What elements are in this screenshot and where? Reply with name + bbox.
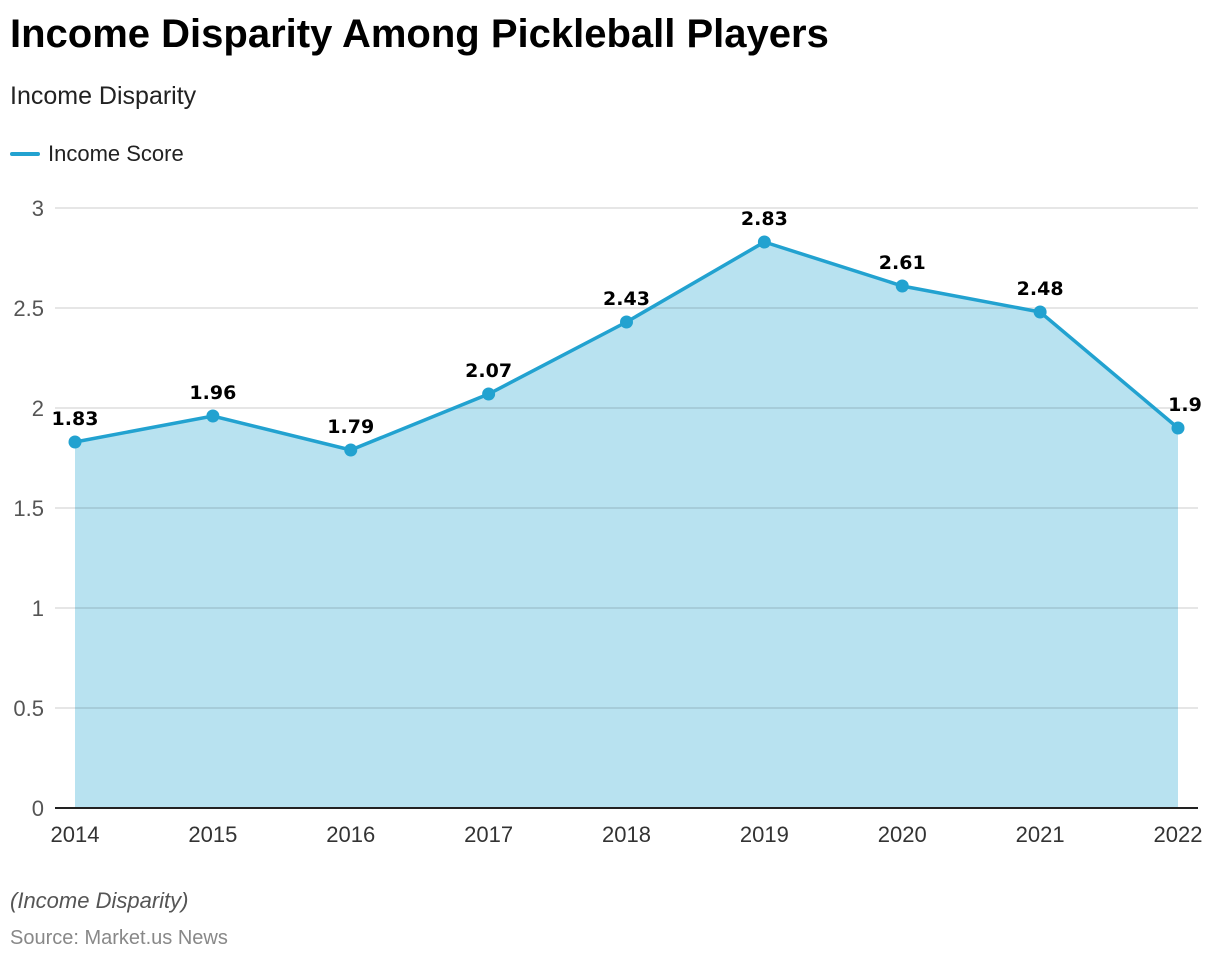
y-tick-label: 0.5	[13, 696, 44, 721]
y-tick-label: 2.5	[13, 296, 44, 321]
data-point	[482, 387, 496, 401]
x-tick-label: 2019	[740, 822, 789, 847]
data-label: 1.9	[1168, 394, 1202, 416]
data-label: 1.79	[327, 416, 374, 438]
chart-source: Source: Market.us News	[10, 927, 228, 949]
legend-swatch	[10, 152, 40, 156]
data-point	[1171, 421, 1185, 435]
y-tick-label: 0	[32, 796, 44, 821]
data-point	[757, 235, 771, 249]
x-tick-label: 2020	[878, 822, 927, 847]
y-tick-label: 1.5	[13, 496, 44, 521]
legend: Income Score	[10, 141, 184, 167]
y-tick-label: 3	[32, 196, 44, 221]
data-point	[68, 435, 82, 449]
y-tick-label: 1	[32, 596, 44, 621]
data-label: 2.61	[879, 252, 926, 274]
chart-subtitle: Income Disparity	[10, 82, 197, 110]
data-point	[344, 443, 358, 457]
chart-note: (Income Disparity)	[10, 888, 189, 913]
x-tick-label: 2021	[1016, 822, 1065, 847]
data-label: 1.83	[52, 408, 99, 430]
data-point	[206, 409, 220, 423]
data-label: 2.07	[465, 360, 512, 382]
data-point	[895, 279, 909, 293]
x-tick-label: 2015	[188, 822, 237, 847]
area-fill	[75, 242, 1178, 808]
data-label: 2.83	[741, 208, 788, 230]
data-label: 2.43	[603, 288, 650, 310]
x-tick-label: 2017	[464, 822, 513, 847]
chart-plot: 0 0.5 1 1.5 2 2.5 3 2014 2015 2016 2017 2018 2019 202…	[13, 196, 1203, 847]
data-point	[620, 315, 633, 329]
x-tick-label: 2016	[326, 822, 375, 847]
data-label: 1.96	[189, 382, 236, 404]
data-point	[1033, 305, 1047, 319]
legend-label: Income Score	[48, 141, 184, 166]
data-label: 2.48	[1017, 278, 1064, 300]
chart-title: Income Disparity Among Pickleball Player…	[10, 12, 829, 56]
y-tick-label: 2	[32, 396, 44, 421]
x-tick-label: 2018	[602, 822, 651, 847]
x-tick-label: 2022	[1154, 822, 1203, 847]
x-tick-label: 2014	[51, 822, 100, 847]
